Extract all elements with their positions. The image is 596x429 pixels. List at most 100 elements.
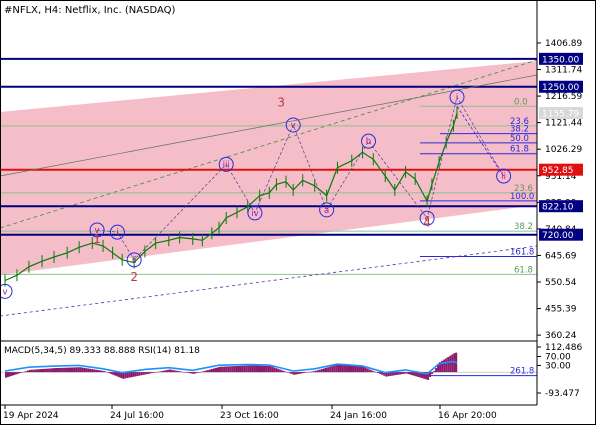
macd-bar (170, 369, 173, 373)
macd-bar (299, 372, 302, 374)
macd-bar (156, 371, 159, 373)
macd-bar (261, 365, 264, 373)
fibonacci-levels: 0.023.638.261.823.638.250.061.8100.0161.… (0, 97, 537, 377)
price-tick-label: 360.24 (545, 331, 577, 341)
rsi-line (4, 360, 458, 375)
wave-minor-circle (126, 252, 142, 268)
macd-bar (403, 372, 406, 374)
macd-bar (433, 371, 436, 373)
macd-bar (381, 372, 384, 375)
macd-bar (154, 372, 157, 373)
macd-bar (26, 370, 29, 373)
macd-bar (397, 372, 400, 375)
symbol-title: #NFLX, H4: Netflix, Inc. (NASDAQ) (4, 5, 176, 16)
wave-main-label: 3 (277, 95, 285, 109)
macd-bar (366, 368, 369, 373)
macd-bar (24, 371, 27, 373)
channel-fill (0, 61, 537, 275)
macd-bar (395, 372, 398, 376)
macd-bar (174, 370, 177, 373)
macd-bar (16, 372, 19, 374)
fib-blue-label: 38.2 (510, 125, 529, 135)
macd-bar (358, 366, 361, 373)
level-822-tag (539, 200, 583, 213)
wave-minor-circle (247, 205, 263, 221)
macd-bar (38, 369, 41, 373)
macd-bar (425, 372, 428, 380)
macd-bar (291, 372, 294, 375)
macd-bar (40, 369, 43, 373)
wave-minor-label: iii (223, 160, 230, 170)
macd-bar (146, 372, 149, 374)
macd-bar (269, 365, 272, 373)
macd-bar (172, 370, 175, 373)
price-tick-label: 1216.59 (545, 92, 582, 102)
macd-bar (158, 371, 161, 373)
macd-bar (233, 366, 236, 373)
macd-bar (32, 369, 35, 373)
wave-main-label: 2 (130, 270, 138, 284)
macd-bar (423, 372, 426, 379)
macd-title: MACD(5,34,5) 89.333 88.888 RSI(14) 81.18 (4, 346, 200, 356)
macd-bar (399, 372, 402, 375)
macd-bar (419, 372, 422, 378)
macd-bar (401, 372, 404, 375)
time-tick-label: 19 Apr 2024 (3, 411, 59, 421)
current-price-label: 1155.79 (542, 110, 579, 120)
macd-bar (75, 367, 78, 373)
macd-bar (95, 369, 98, 373)
macd-bar (91, 369, 94, 373)
fib-blue-label: 161.8 (510, 247, 534, 257)
macd-bar (93, 369, 96, 373)
macd-bar (85, 368, 88, 373)
fib-blue-label: 61.8 (510, 145, 529, 155)
fib-blue-label: 23.6 (510, 117, 529, 127)
macd-bar (385, 372, 388, 377)
macd-bar (36, 369, 39, 373)
macd-bar (182, 372, 185, 373)
price-tick-label: 1121.44 (545, 119, 582, 129)
oscillator-tick-label: 70.00 (545, 352, 571, 362)
level-1350-tag-label: 1350.00 (542, 55, 579, 65)
macd-bar (356, 366, 359, 373)
wave-minor-label: v (2, 287, 7, 297)
wave-minor-circle (449, 89, 465, 105)
wave-minor-label: c (425, 214, 430, 224)
macd-bar (251, 365, 254, 373)
macd-bar (164, 370, 167, 373)
fib-green-label: 0.0 (514, 97, 528, 107)
price-tick-label: 455.39 (545, 305, 577, 315)
macd-bar (122, 372, 125, 379)
macd-bar (227, 366, 230, 373)
macd-bar (210, 368, 213, 373)
macd-bar (178, 371, 181, 373)
macd-bar (214, 367, 217, 373)
macd-bar (112, 372, 115, 375)
macd-bar (253, 365, 256, 373)
level-952-tag (539, 163, 583, 176)
channel-guide-lines (0, 74, 538, 317)
macd-bar (241, 365, 244, 373)
macd-bar (318, 369, 321, 373)
macd-bar (391, 372, 394, 376)
price-tick-label: 931.14 (545, 172, 577, 182)
time-tick-label: 16 Apr 20:00 (438, 411, 497, 421)
macd-bar (59, 367, 62, 373)
macd-bar (451, 354, 454, 373)
macd-bar (89, 368, 92, 373)
macd-bar (247, 365, 250, 373)
macd-bar (87, 368, 90, 373)
macd-bar (245, 365, 248, 373)
wave-main-label: 1 (93, 232, 101, 246)
macd-bar (54, 368, 57, 373)
macd-bar (259, 365, 262, 373)
macd-bar (134, 372, 137, 377)
macd-bar (73, 367, 76, 373)
macd-bar (370, 370, 373, 373)
macd-bar (413, 372, 416, 376)
macd-bar (415, 372, 418, 377)
macd-bar (196, 372, 199, 373)
fib-green-label: 38.2 (514, 222, 533, 232)
macd-bar (6, 372, 9, 378)
macd-bar (48, 368, 51, 373)
